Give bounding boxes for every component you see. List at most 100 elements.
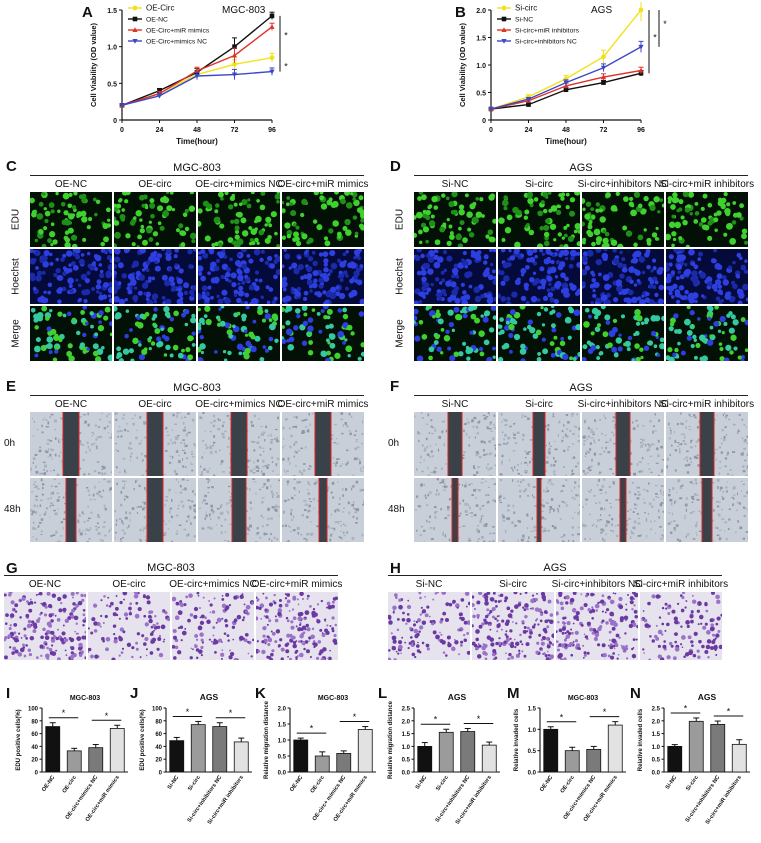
column-label: Si-circ+inhibitors NC [577, 399, 669, 410]
cell-dot [462, 290, 467, 295]
cell-texture [176, 449, 179, 452]
cell-texture [170, 516, 174, 519]
cell-dot [237, 290, 245, 297]
cell-texture [646, 534, 648, 538]
cell-dot [570, 284, 577, 291]
cell-dot [358, 195, 364, 201]
cell-texture [250, 507, 252, 510]
cell-texture [605, 417, 607, 420]
cell-dot [94, 254, 102, 262]
invaded-cell [67, 616, 72, 621]
cell-texture [655, 462, 659, 464]
cell-texture [79, 432, 82, 434]
cell-dot [198, 255, 202, 261]
cell-texture [693, 456, 697, 459]
cell-dot [582, 356, 587, 361]
cell-dot [723, 321, 728, 326]
cell-texture [133, 488, 135, 491]
cell-texture [615, 525, 617, 527]
cell-dot [543, 224, 550, 231]
cell-dot [654, 292, 659, 298]
cell-texture [77, 519, 79, 522]
cell-dot [666, 273, 671, 278]
cell-dot [62, 253, 67, 258]
cell-dot [75, 278, 79, 282]
cell-dot [30, 275, 36, 282]
cell-texture [642, 425, 645, 427]
cell-texture [444, 463, 448, 465]
invaded-cell [239, 594, 244, 600]
cell-texture [183, 528, 187, 531]
micrograph-image [498, 478, 580, 542]
cell-dot [43, 207, 47, 211]
cell-dot [102, 281, 109, 288]
wound-gap [315, 412, 331, 476]
panel-letter-j: J [130, 685, 139, 702]
cell-texture [571, 496, 574, 499]
cell-texture [93, 498, 97, 501]
cell-dot [414, 315, 418, 322]
cell-dot [713, 320, 720, 327]
cell-texture [577, 494, 579, 497]
cell-dot [537, 210, 544, 217]
cell-texture [45, 426, 49, 428]
cell-dot [288, 266, 293, 270]
cell-dot [170, 281, 176, 287]
cell-dot [595, 249, 602, 254]
cell-dot [136, 245, 140, 247]
cell-texture [690, 461, 692, 463]
cell-dot [593, 228, 601, 236]
cell-dot [71, 205, 77, 210]
cell-texture [57, 508, 59, 510]
cell-dot [83, 298, 88, 304]
cell-dot [483, 339, 490, 346]
cell-texture [659, 503, 663, 507]
cell-dot [36, 213, 44, 220]
cell-texture [193, 504, 196, 507]
cell-dot [486, 297, 494, 304]
invaded-cell [32, 629, 37, 633]
cell-dot [264, 313, 271, 320]
cell-texture [494, 454, 496, 457]
cell-dot [659, 198, 664, 202]
cell-texture [429, 527, 433, 529]
column-label: OE-circ+mimics NC [195, 179, 283, 190]
cell-dot [227, 204, 234, 210]
cell-dot [557, 264, 564, 271]
invaded-cell [156, 625, 161, 629]
cell-texture [212, 420, 215, 422]
cell-dot [433, 261, 441, 269]
cell-dot [645, 292, 650, 296]
invaded-cell [157, 637, 162, 641]
cell-texture [186, 479, 189, 481]
wound-gap [63, 412, 79, 476]
cell-dot [458, 226, 462, 231]
cell-texture [592, 433, 595, 436]
cell-dot [689, 310, 695, 316]
cell-texture [648, 444, 652, 448]
cell-texture [46, 470, 48, 473]
cell-dot [189, 289, 195, 296]
cell-dot [207, 285, 212, 290]
cell-texture [475, 504, 479, 507]
cell-texture [711, 519, 715, 522]
invaded-cell [84, 656, 86, 660]
micrograph-tile [282, 249, 364, 304]
cell-texture [737, 430, 741, 432]
invaded-cell [156, 622, 159, 625]
invaded-cell [51, 593, 57, 598]
cell-texture [250, 421, 253, 424]
cell-texture [123, 413, 126, 416]
cell-dot [688, 249, 695, 256]
cell-texture [582, 470, 585, 473]
cell-texture [334, 521, 338, 524]
cell-dot [634, 309, 641, 316]
cell-dot [561, 282, 569, 289]
cell-dot [295, 290, 302, 297]
cell-texture [32, 461, 34, 464]
cell-texture [328, 524, 330, 527]
cell-texture [427, 474, 431, 476]
cell-texture [131, 507, 135, 510]
cell-dot [98, 320, 102, 324]
cell-texture [597, 479, 599, 482]
